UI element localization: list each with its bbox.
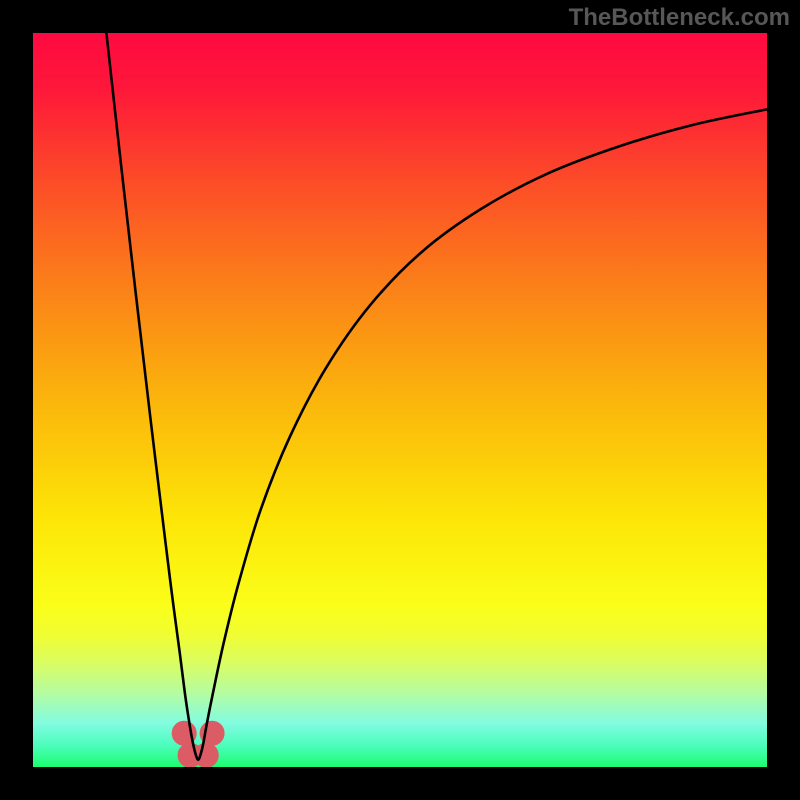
bottleneck-curve-svg xyxy=(33,33,767,767)
watermark-text: TheBottleneck.com xyxy=(569,4,790,32)
bottleneck-curve xyxy=(106,33,767,760)
plot-area xyxy=(33,33,767,767)
highlight-marker xyxy=(194,743,218,767)
chart-container: TheBottleneck.com xyxy=(0,0,800,800)
